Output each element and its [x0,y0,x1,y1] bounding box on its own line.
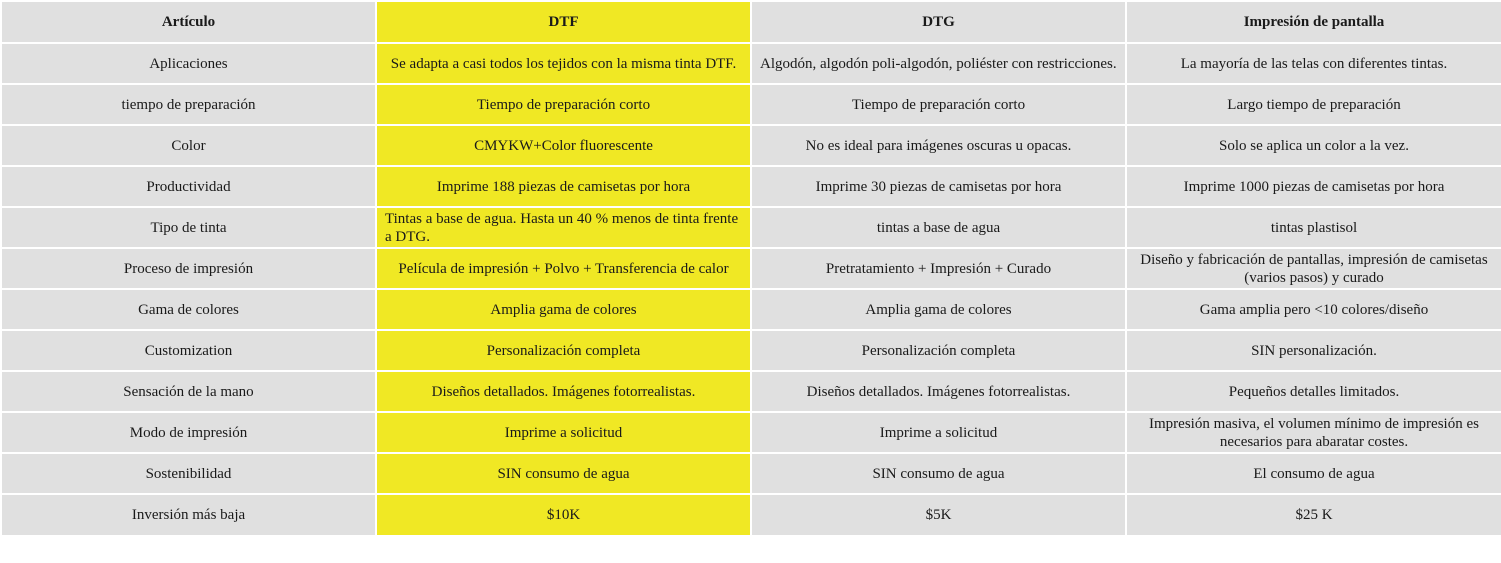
row-label: Proceso de impresión [0,247,377,290]
table-row: Inversión más baja $10K $5K $25 K [0,493,1501,537]
screen-cell: SIN personalización. [1125,329,1501,372]
table-row: Gama de colores Amplia gama de colores A… [0,288,1501,331]
table-row: Productividad Imprime 188 piezas de cami… [0,165,1501,208]
table-row: Sensación de la mano Diseños detallados.… [0,370,1501,413]
screen-cell: Gama amplia pero <10 colores/diseño [1125,288,1501,331]
table-row: Tipo de tinta Tintas a base de agua. Has… [0,206,1501,249]
table-row: Aplicaciones Se adapta a casi todos los … [0,42,1501,85]
dtg-cell: No es ideal para imágenes oscuras u opac… [750,124,1127,167]
table-row: Sostenibilidad SIN consumo de agua SIN c… [0,452,1501,495]
dtf-cell: $10K [375,493,752,537]
dtf-cell: Se adapta a casi todos los tejidos con l… [375,42,752,85]
dtf-cell: Tintas a base de agua. Hasta un 40 % men… [375,206,752,249]
table-row: tiempo de preparación Tiempo de preparac… [0,83,1501,126]
dtf-cell: Tiempo de preparación corto [375,83,752,126]
dtf-cell: Película de impresión + Polvo + Transfer… [375,247,752,290]
dtf-cell: CMYKW+Color fluorescente [375,124,752,167]
table-row: Modo de impresión Imprime a solicitud Im… [0,411,1501,454]
header-articulo: Artículo [0,0,377,44]
table-row: Customization Personalización completa P… [0,329,1501,372]
dtf-cell: SIN consumo de agua [375,452,752,495]
row-label: Gama de colores [0,288,377,331]
dtg-cell: Diseños detallados. Imágenes fotorrealis… [750,370,1127,413]
screen-cell: Solo se aplica un color a la vez. [1125,124,1501,167]
dtg-cell: Imprime 30 piezas de camisetas por hora [750,165,1127,208]
row-label: Productividad [0,165,377,208]
screen-cell: $25 K [1125,493,1501,537]
row-label: Modo de impresión [0,411,377,454]
comparison-table: Artículo DTF DTG Impresión de pantalla A… [0,0,1501,537]
dtg-cell: Algodón, algodón poli-algodón, poliéster… [750,42,1127,85]
dtf-cell: Diseños detallados. Imágenes fotorrealis… [375,370,752,413]
row-label: Color [0,124,377,167]
header-dtg: DTG [750,0,1127,44]
screen-cell: La mayoría de las telas con diferentes t… [1125,42,1501,85]
screen-cell: Imprime 1000 piezas de camisetas por hor… [1125,165,1501,208]
dtg-cell: SIN consumo de agua [750,452,1127,495]
screen-cell: Impresión masiva, el volumen mínimo de i… [1125,411,1501,454]
screen-cell: tintas plastisol [1125,206,1501,249]
screen-cell: Largo tiempo de preparación [1125,83,1501,126]
header-row: Artículo DTF DTG Impresión de pantalla [0,0,1501,44]
dtf-cell: Personalización completa [375,329,752,372]
row-label: Sostenibilidad [0,452,377,495]
row-label: tiempo de preparación [0,83,377,126]
screen-cell: Pequeños detalles limitados. [1125,370,1501,413]
table-row: Color CMYKW+Color fluorescente No es ide… [0,124,1501,167]
dtf-cell: Amplia gama de colores [375,288,752,331]
header-dtf: DTF [375,0,752,44]
row-label: Tipo de tinta [0,206,377,249]
dtf-cell: Imprime a solicitud [375,411,752,454]
dtg-cell: Personalización completa [750,329,1127,372]
header-screen-printing: Impresión de pantalla [1125,0,1501,44]
dtg-cell: Tiempo de preparación corto [750,83,1127,126]
row-label: Sensación de la mano [0,370,377,413]
dtg-cell: Pretratamiento + Impresión + Curado [750,247,1127,290]
dtg-cell: tintas a base de agua [750,206,1127,249]
screen-cell: El consumo de agua [1125,452,1501,495]
table-row: Proceso de impresión Película de impresi… [0,247,1501,290]
row-label: Aplicaciones [0,42,377,85]
row-label: Inversión más baja [0,493,377,537]
dtf-cell: Imprime 188 piezas de camisetas por hora [375,165,752,208]
dtg-cell: Amplia gama de colores [750,288,1127,331]
dtg-cell: Imprime a solicitud [750,411,1127,454]
screen-cell: Diseño y fabricación de pantallas, impre… [1125,247,1501,290]
row-label: Customization [0,329,377,372]
dtg-cell: $5K [750,493,1127,537]
